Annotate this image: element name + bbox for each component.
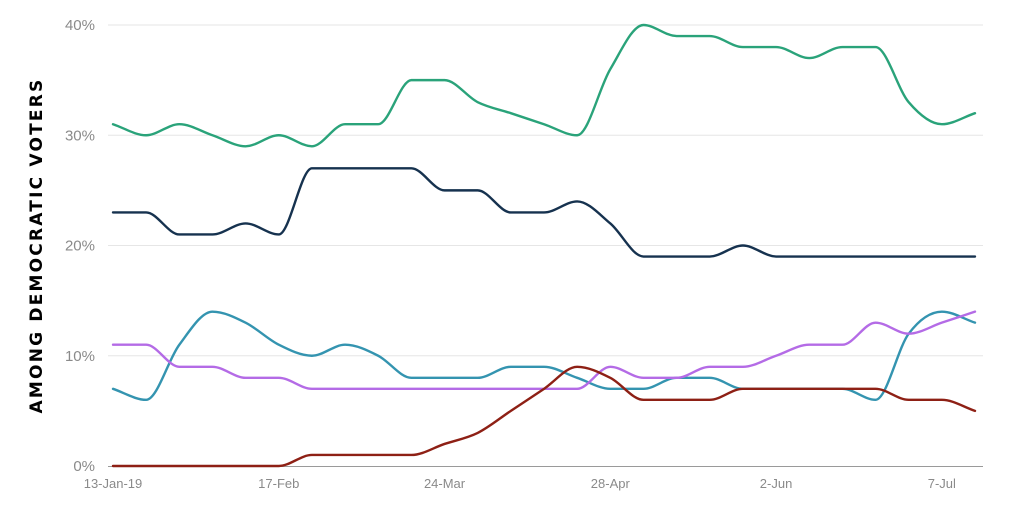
y-tick-label: 0% xyxy=(73,458,95,475)
y-tick-label: 20% xyxy=(65,238,95,255)
series-line-2 xyxy=(111,167,977,258)
x-tick-label: 2-Jun xyxy=(760,476,793,491)
y-tick-label: 40% xyxy=(65,17,95,34)
y-axis-label: AMONG DEMOCRATIC VOTERS xyxy=(27,78,47,414)
x-axis-ticks: 13-Jan-19 17-Feb 24-Mar 28-Apr 2-Jun 7-Jul xyxy=(84,476,956,491)
series-line-1 xyxy=(111,23,977,148)
x-tick-label: 13-Jan-19 xyxy=(84,476,143,491)
x-tick-label: 17-Feb xyxy=(258,476,299,491)
y-tick-label: 10% xyxy=(65,348,95,365)
y-tick-label: 30% xyxy=(65,127,95,144)
series-lines xyxy=(111,23,977,468)
grid-lines xyxy=(108,24,983,357)
x-tick-label: 24-Mar xyxy=(424,476,466,491)
series-line-5 xyxy=(111,365,977,468)
y-axis-ticks: 0% 10% 20% 30% 40% xyxy=(65,17,95,475)
x-tick-label: 7-Jul xyxy=(928,476,956,491)
x-tick-label: 28-Apr xyxy=(591,476,631,491)
series-line-4 xyxy=(111,310,977,391)
